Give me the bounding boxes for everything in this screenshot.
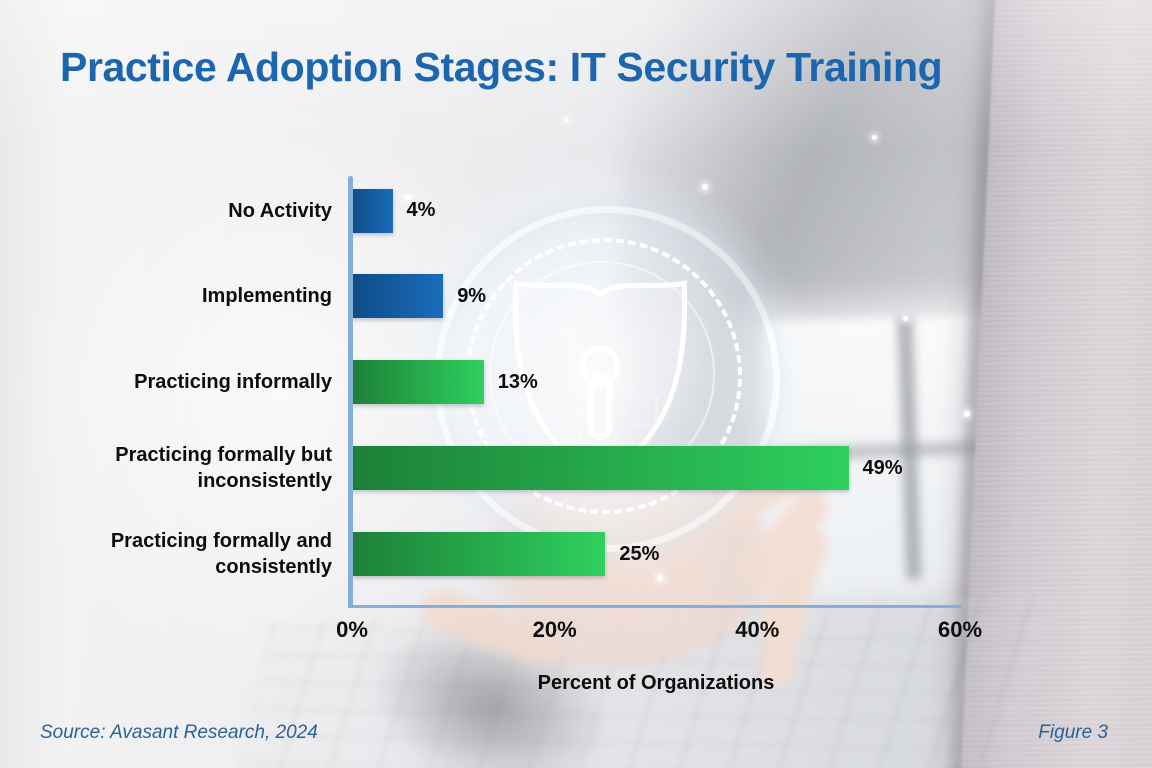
sparkle-dot: [702, 184, 708, 190]
source-note: Source: Avasant Research, 2024: [40, 722, 318, 743]
sparkle-dot: [564, 118, 568, 122]
bar-value-label: 25%: [619, 542, 660, 565]
category-label: Practicing formally but inconsistently: [115, 444, 332, 493]
x-tick-label: 60%: [937, 617, 983, 642]
x-tick-label: 20%: [532, 617, 577, 642]
category-label: Practicing informally: [134, 371, 332, 394]
bar-4: [352, 446, 849, 491]
category-label: Practicing formally and consistently: [110, 530, 332, 579]
category-label: No Activity: [228, 199, 332, 222]
figure-label: Figure 3: [1038, 722, 1108, 743]
white-wash-top: [0, 0, 1152, 150]
x-axis-line: [348, 605, 962, 608]
bar-value-label: 9%: [457, 284, 487, 307]
sparkle-dot: [657, 575, 663, 581]
bar-3: [352, 360, 484, 405]
sparkle-dot: [872, 135, 877, 140]
y-axis-line: [348, 176, 353, 608]
bar-5: [352, 532, 606, 577]
bar-value-label: 49%: [862, 456, 903, 479]
sparkle-dot: [903, 316, 908, 321]
sparkle-dot: [964, 411, 970, 417]
keyhole-icon: [579, 345, 621, 387]
x-axis-title: Percent of Organizations: [537, 672, 775, 694]
bar-value-label: 4%: [406, 199, 436, 221]
bar-2: [352, 274, 444, 319]
x-tick-label: 40%: [735, 617, 780, 642]
bar-value-label: 13%: [497, 370, 538, 393]
x-tick-label: 0%: [336, 617, 368, 642]
page-title: Practice Adoption Stages: IT Security Tr…: [60, 44, 943, 90]
bar-1: [352, 188, 393, 233]
category-label: Implementing: [201, 285, 332, 308]
